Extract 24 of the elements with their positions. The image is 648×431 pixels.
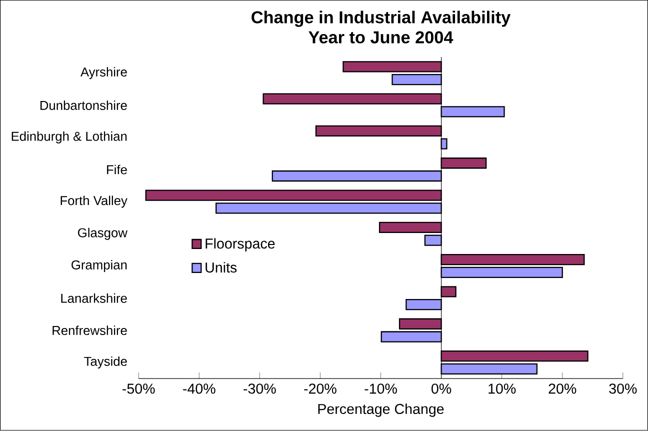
y-tick-label: Dunbartonshire (40, 100, 127, 110)
x-tick-label: -10% (364, 384, 397, 394)
x-axis-title: Percentage Change (318, 404, 444, 418)
chart-title: Change in Industrial Availability (252, 11, 511, 28)
x-tick-label: 30% (609, 384, 637, 394)
x-tick-label: -50% (122, 384, 155, 394)
legend-label: Floorspace (206, 238, 275, 252)
chart-subtitle: Year to June 2004 (308, 31, 454, 44)
legend-label: Units (206, 262, 237, 273)
y-tick-label: Renfrewshire (52, 326, 127, 336)
x-tick-label: -20% (304, 384, 336, 394)
x-tick-label: 0% (432, 384, 452, 394)
y-tick-label: Forth Valley (60, 196, 128, 208)
y-tick-label: Lanarkshire (61, 294, 127, 304)
x-tick-label: 10% (488, 384, 516, 394)
y-tick-label: Edinburgh & Lothian (12, 132, 127, 144)
x-tick-label: -30% (244, 384, 276, 394)
y-tick-label: Tayside (84, 356, 127, 369)
y-tick-label: Grampian (72, 260, 127, 272)
x-tick-label: -40% (183, 384, 216, 394)
y-tick-label: Glasgow (78, 228, 128, 240)
y-tick-label: Fife (107, 165, 127, 175)
x-tick-label: 20% (548, 384, 576, 394)
y-tick-label: Ayrshire (80, 67, 127, 80)
